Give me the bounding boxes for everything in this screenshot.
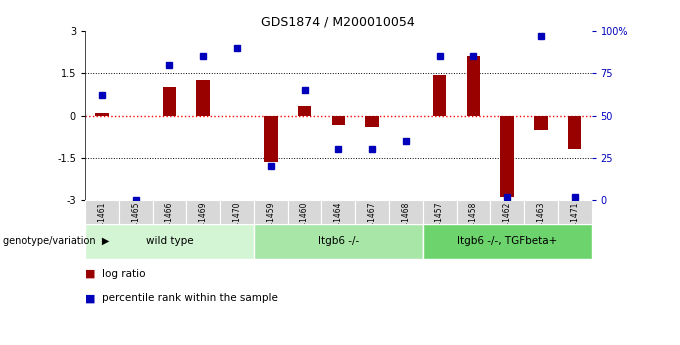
Bar xyxy=(365,116,379,127)
Text: GSM41464: GSM41464 xyxy=(334,201,343,243)
Bar xyxy=(490,200,524,224)
Bar xyxy=(220,200,254,224)
Bar xyxy=(152,200,186,224)
Bar xyxy=(254,200,288,224)
Bar xyxy=(355,200,389,224)
Bar xyxy=(568,116,581,149)
Bar xyxy=(466,56,480,116)
Bar xyxy=(163,87,176,116)
Text: GSM41462: GSM41462 xyxy=(503,201,511,243)
Text: Itgb6 -/-, TGFbeta+: Itgb6 -/-, TGFbeta+ xyxy=(457,237,558,246)
Bar xyxy=(534,116,547,130)
Text: Itgb6 -/-: Itgb6 -/- xyxy=(318,237,359,246)
Bar xyxy=(85,200,119,224)
Bar xyxy=(298,106,311,116)
Text: GSM41468: GSM41468 xyxy=(401,201,410,243)
Text: GSM41470: GSM41470 xyxy=(233,201,241,243)
Text: GSM41457: GSM41457 xyxy=(435,201,444,243)
Text: GSM41466: GSM41466 xyxy=(165,201,174,243)
Bar xyxy=(423,200,456,224)
Bar xyxy=(332,116,345,126)
Bar xyxy=(254,224,423,259)
Text: GSM41469: GSM41469 xyxy=(199,201,207,243)
Bar xyxy=(389,200,423,224)
Bar xyxy=(95,113,109,116)
Text: genotype/variation  ▶: genotype/variation ▶ xyxy=(3,237,109,246)
Bar xyxy=(197,80,210,116)
Bar xyxy=(456,200,490,224)
Text: GSM41461: GSM41461 xyxy=(97,201,106,243)
Bar xyxy=(288,200,322,224)
Text: GSM41467: GSM41467 xyxy=(368,201,377,243)
Bar xyxy=(119,200,152,224)
Text: log ratio: log ratio xyxy=(102,269,146,279)
Title: GDS1874 / M200010054: GDS1874 / M200010054 xyxy=(261,16,415,29)
Bar xyxy=(433,75,446,116)
Bar xyxy=(500,116,514,197)
Bar xyxy=(85,224,254,259)
Bar xyxy=(558,200,592,224)
Bar xyxy=(524,200,558,224)
Text: percentile rank within the sample: percentile rank within the sample xyxy=(102,293,278,303)
Text: GSM41459: GSM41459 xyxy=(267,201,275,243)
Text: GSM41458: GSM41458 xyxy=(469,201,478,243)
Text: GSM41471: GSM41471 xyxy=(571,201,579,243)
Text: GSM41465: GSM41465 xyxy=(131,201,140,243)
Bar xyxy=(322,200,355,224)
Text: GSM41460: GSM41460 xyxy=(300,201,309,243)
Bar xyxy=(423,224,592,259)
Bar xyxy=(186,200,220,224)
Bar xyxy=(264,116,277,162)
Text: wild type: wild type xyxy=(146,237,193,246)
Text: ■: ■ xyxy=(85,269,95,279)
Text: ■: ■ xyxy=(85,293,95,303)
Text: GSM41463: GSM41463 xyxy=(537,201,545,243)
